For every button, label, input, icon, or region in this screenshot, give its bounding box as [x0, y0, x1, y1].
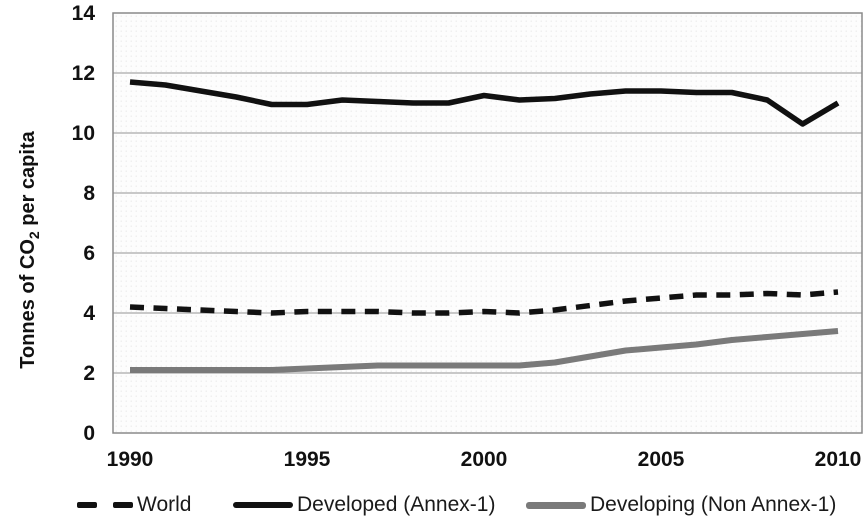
y-tick-label-14: 14	[72, 2, 96, 25]
legend-item-world: World	[77, 490, 191, 519]
series-line-developing-non-annex-1	[130, 328, 839, 373]
x-tick-label-2010: 2010	[815, 448, 862, 471]
x-tick-label-2000: 2000	[461, 448, 508, 471]
series-line-world	[129, 289, 839, 316]
y-tick-label-2: 2	[83, 362, 95, 385]
legend-marker-world	[77, 501, 133, 508]
y-tick-label-4: 4	[83, 302, 95, 325]
legend-item-developing-non-annex-1: Developing (Non Annex-1)	[526, 490, 836, 519]
legend-label-world: World	[137, 492, 192, 516]
y-tick-label-8: 8	[83, 182, 95, 205]
legend-label-developed-annex-1: Developed (Annex-1)	[297, 492, 496, 516]
x-tick-label-1990: 1990	[107, 448, 154, 471]
y-tick-label-6: 6	[83, 242, 95, 265]
x-tick-label-1995: 1995	[284, 448, 331, 471]
y-tick-label-10: 10	[72, 122, 95, 145]
plot-frame	[112, 12, 863, 434]
legend: World Developed (Annex-1) Developing (Non …	[0, 490, 866, 519]
y-tick-label-12: 12	[72, 62, 95, 85]
legend-item-developed-annex-1: Developed (Annex-1)	[233, 490, 495, 519]
series-line-developed-annex-1	[129, 79, 840, 127]
legend-marker-developed-annex-1	[233, 501, 293, 508]
y-tick-label-0: 0	[83, 422, 95, 445]
legend-label-developing-non-annex-1: Developing (Non Annex-1)	[590, 492, 837, 516]
legend-marker-developing-non-annex-1	[526, 501, 586, 509]
x-tick-label-2005: 2005	[638, 448, 685, 471]
